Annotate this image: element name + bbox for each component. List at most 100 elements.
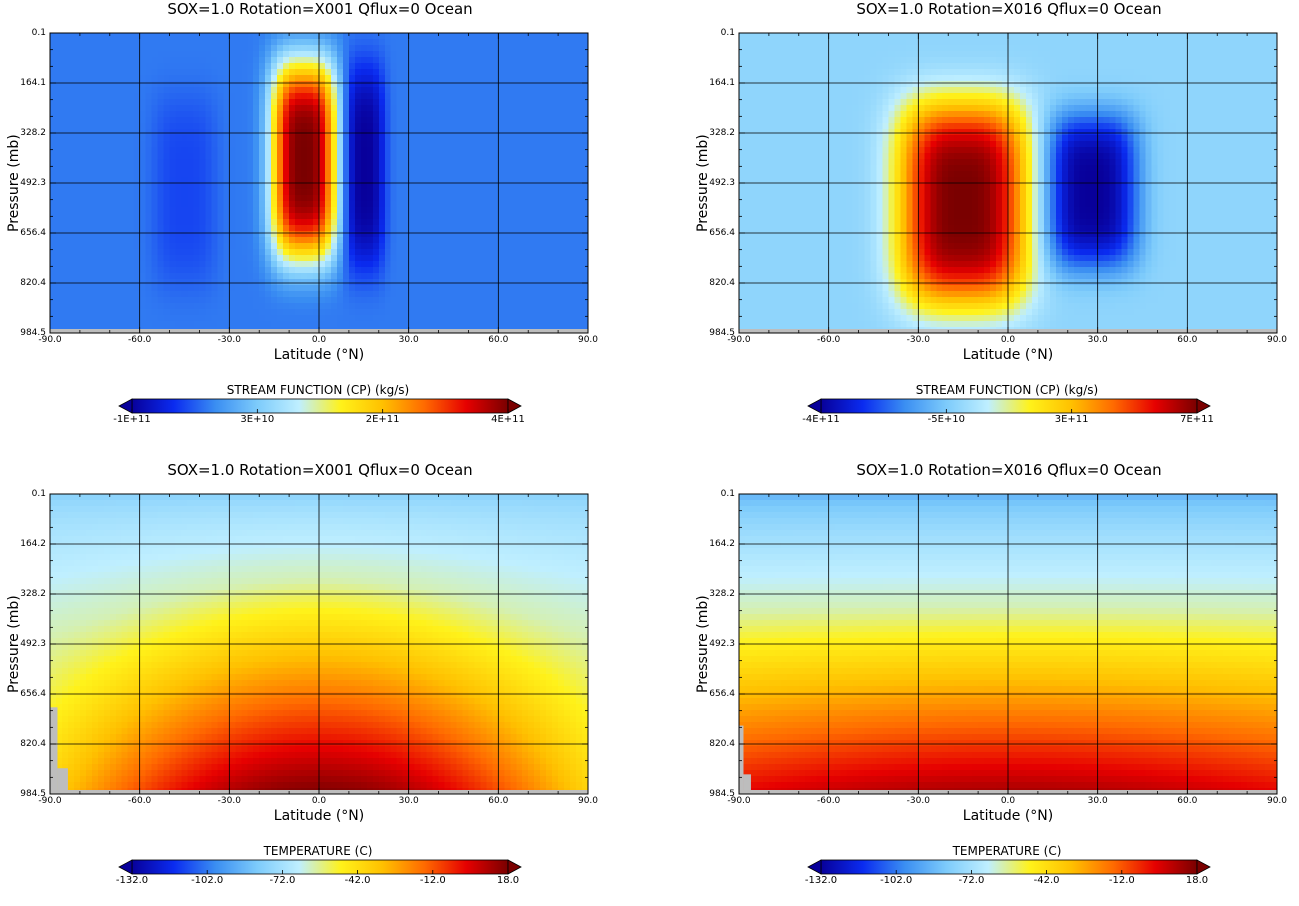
heatmap-cell: [552, 291, 559, 298]
heatmap-cell: [522, 69, 529, 76]
heatmap-cell: [433, 57, 440, 64]
heatmap-cell: [498, 279, 505, 286]
heatmap-cell: [415, 189, 422, 196]
heatmap-cell: [1187, 57, 1194, 64]
heatmap-cell: [427, 309, 434, 316]
heatmap-cell: [510, 69, 517, 76]
heatmap-cell: [235, 189, 242, 196]
heatmap-cell: [128, 45, 135, 52]
heatmap-cell: [283, 309, 290, 316]
heatmap-cell: [480, 165, 487, 172]
heatmap-cell: [176, 141, 183, 148]
heatmap-cell: [421, 57, 428, 64]
heatmap-cell: [510, 111, 517, 118]
heatmap-cell: [534, 201, 541, 208]
heatmap-cell: [80, 231, 87, 238]
heatmap-cell: [283, 165, 290, 172]
heatmap-cell: [199, 255, 206, 262]
heatmap-cell: [235, 267, 242, 274]
heatmap-cell: [361, 171, 368, 178]
heatmap-cell: [379, 171, 386, 178]
heatmap-cell: [433, 147, 440, 154]
heatmap-cell: [1229, 57, 1236, 64]
heatmap-cell: [199, 111, 206, 118]
heatmap-cell: [564, 165, 571, 172]
heatmap-cell: [367, 315, 374, 322]
heatmap-cell: [325, 33, 332, 40]
heatmap-cell: [397, 225, 404, 232]
heatmap-cell: [373, 225, 380, 232]
heatmap-cell: [564, 99, 571, 106]
heatmap-cell: [859, 45, 866, 52]
heatmap-cell: [385, 87, 392, 94]
heatmap-cell: [739, 45, 746, 52]
heatmap-cell: [74, 153, 81, 160]
heatmap-cell: [74, 255, 81, 262]
heatmap-cell: [50, 159, 57, 166]
heatmap-cell: [205, 123, 212, 130]
heatmap-cell: [558, 135, 565, 142]
heatmap-cell: [241, 279, 248, 286]
heatmap-cell: [558, 111, 565, 118]
heatmap-cell: [534, 123, 541, 130]
heatmap-cell: [540, 249, 547, 256]
heatmap-cell: [516, 111, 523, 118]
heatmap-cell: [1068, 39, 1075, 46]
heatmap-cell: [421, 321, 428, 328]
heatmap-cell: [456, 261, 463, 268]
heatmap-cell: [978, 51, 985, 58]
heatmap-cell: [199, 207, 206, 214]
heatmap-cell: [235, 99, 242, 106]
heatmap-cell: [337, 213, 344, 220]
heatmap-cell: [882, 51, 889, 58]
heatmap-cell: [445, 291, 452, 298]
heatmap-cell: [522, 99, 529, 106]
heatmap-cell: [546, 303, 553, 310]
heatmap-cell: [409, 219, 416, 226]
heatmap-cell: [510, 51, 517, 58]
heatmap-cell: [152, 63, 159, 70]
heatmap-cell: [217, 303, 224, 310]
heatmap-cell: [146, 45, 153, 52]
heatmap-cell: [289, 303, 296, 310]
heatmap-cell: [152, 81, 159, 88]
heatmap-cell: [283, 57, 290, 64]
heatmap-cell: [379, 75, 386, 82]
heatmap-cell: [337, 81, 344, 88]
heatmap-cell: [122, 39, 129, 46]
heatmap-cell: [421, 117, 428, 124]
heatmap-cell: [295, 267, 302, 274]
heatmap-cell: [936, 33, 943, 40]
heatmap-cell: [283, 99, 290, 106]
heatmap-cell: [439, 321, 446, 328]
heatmap-cell: [433, 285, 440, 292]
heatmap-cell: [146, 75, 153, 82]
heatmap-cell: [68, 279, 75, 286]
heatmap-cell: [468, 231, 475, 238]
heatmap-cell: [409, 207, 416, 214]
heatmap-cell: [235, 183, 242, 190]
heatmap-cell: [1038, 51, 1045, 58]
heatmap-cell: [552, 309, 559, 316]
heatmap-cell: [68, 315, 75, 322]
heatmap-cell: [104, 201, 111, 208]
heatmap-cell: [176, 75, 183, 82]
heatmap-cell: [307, 207, 314, 214]
heatmap-cell: [522, 159, 529, 166]
heatmap-cell: [86, 135, 93, 142]
heatmap-cell: [62, 51, 69, 58]
heatmap-cell: [355, 195, 362, 202]
heatmap-cell: [170, 315, 177, 322]
heatmap-cell: [86, 165, 93, 172]
heatmap-cell: [116, 117, 123, 124]
heatmap-cell: [510, 291, 517, 298]
heatmap-cell: [98, 303, 105, 310]
heatmap-cell: [781, 57, 788, 64]
heatmap-cell: [397, 297, 404, 304]
heatmap-cell: [158, 219, 165, 226]
heatmap-cell: [92, 57, 99, 64]
heatmap-cell: [474, 39, 481, 46]
heatmap-cell: [205, 243, 212, 250]
heatmap-cell: [253, 123, 260, 130]
heatmap-cell: [1157, 33, 1164, 40]
